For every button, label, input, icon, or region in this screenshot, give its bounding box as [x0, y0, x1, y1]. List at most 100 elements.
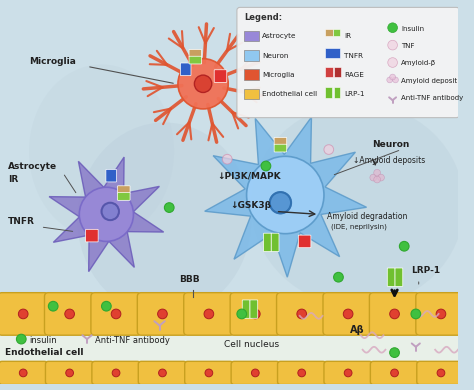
FancyBboxPatch shape — [370, 361, 419, 385]
FancyBboxPatch shape — [189, 56, 201, 64]
FancyBboxPatch shape — [0, 292, 48, 335]
FancyBboxPatch shape — [118, 186, 130, 193]
Circle shape — [204, 309, 214, 319]
Circle shape — [79, 187, 134, 241]
Text: LRP-1: LRP-1 — [344, 91, 365, 98]
Circle shape — [65, 309, 74, 319]
Polygon shape — [205, 117, 366, 277]
Text: Microglia: Microglia — [262, 72, 294, 78]
Circle shape — [246, 156, 324, 234]
FancyBboxPatch shape — [276, 292, 327, 335]
Ellipse shape — [77, 122, 251, 316]
Bar — [0, 333, 458, 362]
Circle shape — [370, 174, 377, 181]
Circle shape — [237, 309, 246, 319]
FancyBboxPatch shape — [250, 300, 258, 318]
Polygon shape — [49, 157, 164, 271]
Text: Microglia: Microglia — [29, 57, 76, 66]
Text: Cell nucleus: Cell nucleus — [224, 340, 280, 349]
FancyBboxPatch shape — [324, 361, 372, 385]
Circle shape — [388, 40, 397, 50]
Text: LRP-1: LRP-1 — [411, 266, 440, 275]
Text: Astrocyte: Astrocyte — [8, 162, 57, 171]
Bar — [334, 67, 341, 77]
Circle shape — [344, 369, 352, 377]
Text: TNFR: TNFR — [8, 217, 35, 226]
FancyBboxPatch shape — [387, 268, 395, 286]
Bar — [0, 294, 458, 333]
FancyBboxPatch shape — [0, 361, 47, 385]
Circle shape — [159, 369, 166, 377]
Text: Astrocyte: Astrocyte — [262, 33, 297, 39]
FancyBboxPatch shape — [46, 361, 94, 385]
Text: (IDE, neprilysin): (IDE, neprilysin) — [331, 224, 387, 230]
Bar — [325, 48, 340, 58]
Circle shape — [437, 369, 445, 377]
Text: insulin: insulin — [29, 336, 56, 345]
Bar — [244, 89, 259, 99]
Bar — [325, 87, 332, 98]
Circle shape — [251, 369, 259, 377]
Circle shape — [158, 309, 167, 319]
Circle shape — [250, 309, 260, 319]
Circle shape — [222, 154, 232, 164]
Text: TNF: TNF — [401, 43, 415, 49]
Circle shape — [374, 176, 381, 183]
FancyBboxPatch shape — [180, 63, 191, 76]
Ellipse shape — [251, 103, 464, 306]
Text: Amyloid deposit: Amyloid deposit — [401, 78, 457, 84]
Circle shape — [194, 75, 212, 92]
Text: Neuron: Neuron — [262, 53, 289, 58]
Bar — [325, 67, 333, 77]
Circle shape — [101, 203, 119, 220]
Text: Anti-TNF antibody: Anti-TNF antibody — [95, 336, 170, 345]
FancyBboxPatch shape — [242, 300, 250, 318]
FancyBboxPatch shape — [137, 292, 188, 335]
Circle shape — [261, 161, 271, 171]
Circle shape — [297, 309, 307, 319]
FancyBboxPatch shape — [231, 361, 280, 385]
FancyBboxPatch shape — [91, 292, 141, 335]
FancyBboxPatch shape — [416, 292, 466, 335]
FancyBboxPatch shape — [369, 292, 419, 335]
Circle shape — [17, 334, 26, 344]
Text: TNFR: TNFR — [344, 53, 363, 58]
Circle shape — [390, 309, 400, 319]
FancyBboxPatch shape — [185, 361, 233, 385]
Bar — [0, 362, 458, 384]
FancyBboxPatch shape — [278, 361, 326, 385]
Bar — [244, 69, 259, 80]
Ellipse shape — [29, 64, 174, 239]
FancyBboxPatch shape — [271, 233, 279, 252]
Text: Insulin: Insulin — [401, 26, 424, 32]
Text: Aβ: Aβ — [350, 325, 365, 335]
FancyBboxPatch shape — [264, 233, 271, 252]
Circle shape — [436, 309, 446, 319]
FancyBboxPatch shape — [395, 268, 403, 286]
Text: Neuron: Neuron — [372, 140, 410, 149]
Bar — [244, 50, 259, 60]
Circle shape — [378, 174, 384, 181]
Circle shape — [19, 369, 27, 377]
Circle shape — [178, 58, 228, 109]
Circle shape — [48, 301, 58, 311]
Circle shape — [392, 77, 399, 83]
Circle shape — [391, 369, 399, 377]
FancyBboxPatch shape — [184, 292, 234, 335]
Circle shape — [112, 369, 120, 377]
Circle shape — [298, 369, 306, 377]
FancyBboxPatch shape — [230, 292, 281, 335]
Bar — [244, 30, 259, 41]
Text: ↓Amyloid deposits: ↓Amyloid deposits — [353, 156, 425, 165]
FancyBboxPatch shape — [274, 144, 287, 152]
Circle shape — [400, 241, 409, 251]
Circle shape — [390, 74, 395, 80]
FancyBboxPatch shape — [214, 70, 227, 82]
Circle shape — [205, 369, 213, 377]
FancyBboxPatch shape — [86, 229, 98, 242]
Circle shape — [18, 309, 28, 319]
Circle shape — [387, 77, 392, 83]
Circle shape — [164, 203, 174, 213]
Text: BBB: BBB — [179, 275, 200, 284]
FancyBboxPatch shape — [323, 292, 373, 335]
